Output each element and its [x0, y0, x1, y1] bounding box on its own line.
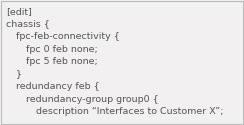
Text: chassis {: chassis {: [6, 20, 50, 28]
Text: [edit]: [edit]: [6, 7, 32, 16]
Text: redundancy-group group0 {: redundancy-group group0 {: [26, 94, 159, 104]
Text: fpc 0 feb none;: fpc 0 feb none;: [26, 44, 98, 54]
FancyBboxPatch shape: [1, 1, 243, 124]
Text: fpc 5 feb none;: fpc 5 feb none;: [26, 57, 98, 66]
Text: fpc-feb-connectivity {: fpc-feb-connectivity {: [16, 32, 120, 41]
Text: }: }: [16, 70, 22, 78]
Text: description “Interfaces to Customer X”;: description “Interfaces to Customer X”;: [36, 107, 224, 116]
Text: redundancy feb {: redundancy feb {: [16, 82, 100, 91]
